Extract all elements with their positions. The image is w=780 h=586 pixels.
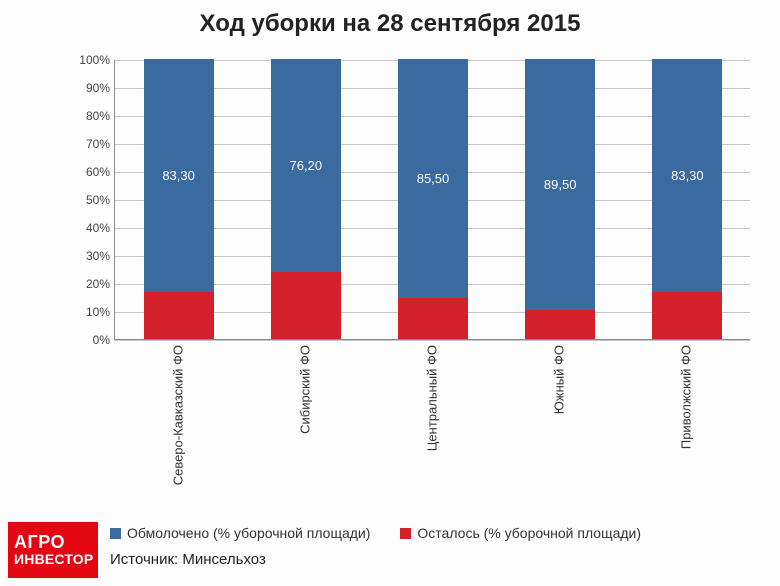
bar-stack: 76,20 bbox=[271, 59, 341, 339]
legend-item: Обмолочено (% уборочной площади) bbox=[110, 525, 370, 541]
y-tick-label: 40% bbox=[70, 221, 110, 235]
bar-segment-harvested: 85,50 bbox=[398, 59, 468, 298]
bar-segment-harvested: 83,30 bbox=[144, 59, 214, 292]
y-tick-label: 20% bbox=[70, 277, 110, 291]
y-tick-label: 0% bbox=[70, 333, 110, 347]
legend-label: Обмолочено (% уборочной площади) bbox=[127, 525, 370, 541]
bar-segment-harvested: 89,50 bbox=[525, 59, 595, 310]
y-tick-label: 30% bbox=[70, 249, 110, 263]
legend-item: Осталось (% уборочной площади) bbox=[400, 525, 641, 541]
bar-segment-harvested: 83,30 bbox=[652, 59, 722, 292]
bar-stack: 83,30 bbox=[652, 59, 722, 339]
legend-label: Осталось (% уборочной площади) bbox=[417, 525, 641, 541]
bar-group: 85,5014,50 bbox=[398, 60, 468, 339]
x-tick-label: Южный ФО bbox=[552, 345, 567, 414]
bar-stack: 89,50 bbox=[525, 59, 595, 339]
bar-segment-remaining bbox=[652, 292, 722, 339]
y-tick-label: 100% bbox=[70, 53, 110, 67]
plot-area: 83,3016,70 76,2023,80 85,5014,50 89,5010,50… bbox=[114, 60, 750, 340]
chart-title: Ход уборки на 28 сентября 2015 bbox=[0, 0, 780, 38]
publisher-logo: АГРО ИНВЕСТОР bbox=[8, 522, 98, 578]
bar-segment-remaining bbox=[271, 272, 341, 339]
bar-group: 83,3016,70 bbox=[652, 60, 722, 339]
bar-group: 89,5010,50 bbox=[525, 60, 595, 339]
bar-group: 76,2023,80 bbox=[271, 60, 341, 339]
gridline bbox=[115, 340, 750, 341]
legend-swatch bbox=[110, 528, 121, 539]
x-tick-label: Сибирский ФО bbox=[297, 345, 312, 434]
bar-segment-remaining bbox=[144, 292, 214, 339]
bar-segment-remaining bbox=[525, 310, 595, 339]
y-tick-label: 90% bbox=[70, 81, 110, 95]
y-tick-label: 50% bbox=[70, 193, 110, 207]
source-text: Источник: Минсельхоз bbox=[110, 551, 266, 568]
y-tick-label: 80% bbox=[70, 109, 110, 123]
bar-segment-harvested: 76,20 bbox=[271, 59, 341, 272]
bar-segment-remaining bbox=[398, 298, 468, 339]
legend: Обмолочено (% уборочной площади) Осталось… bbox=[110, 525, 760, 541]
logo-line1: АГРО bbox=[14, 533, 98, 552]
y-tick-label: 10% bbox=[70, 305, 110, 319]
x-tick-label: Северо-Кавказский ФО bbox=[170, 345, 185, 485]
logo-line2: ИНВЕСТОР bbox=[14, 552, 98, 567]
chart-area: 0%10%20%30%40%50%60%70%80%90%100% 83,301… bbox=[70, 60, 760, 340]
x-tick-label: Центральный ФО bbox=[425, 345, 440, 451]
legend-swatch bbox=[400, 528, 411, 539]
y-tick-label: 70% bbox=[70, 137, 110, 151]
bar-stack: 83,30 bbox=[144, 59, 214, 339]
bar-stack: 85,50 bbox=[398, 59, 468, 339]
bar-group: 83,3016,70 bbox=[144, 60, 214, 339]
x-axis-labels: Северо-Кавказский ФО Сибирский ФО Централь… bbox=[114, 345, 770, 515]
x-tick-label: Приволжский ФО bbox=[679, 345, 694, 449]
y-tick-label: 60% bbox=[70, 165, 110, 179]
